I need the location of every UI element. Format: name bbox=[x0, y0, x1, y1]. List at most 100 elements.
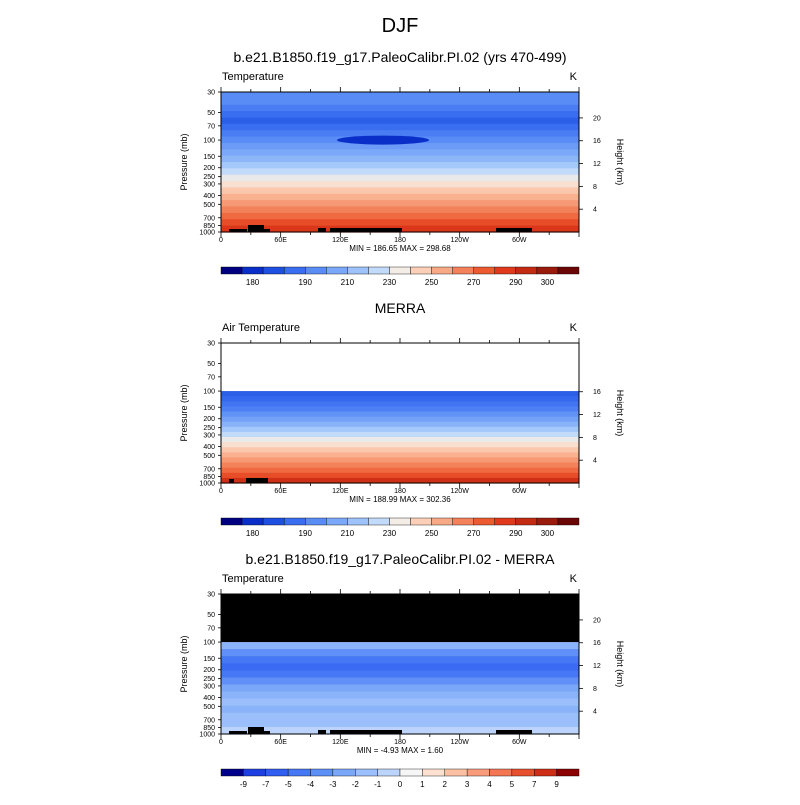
pressure-tick-label: 150 bbox=[203, 154, 215, 161]
longitude-tick-label: 120W bbox=[451, 739, 470, 746]
data-band bbox=[221, 149, 579, 157]
height-tick-label: 20 bbox=[593, 115, 601, 122]
colorbar: 180 190 210 230 250 270 290 300 bbox=[220, 266, 580, 287]
data-band bbox=[221, 705, 579, 714]
data-band bbox=[221, 117, 579, 125]
topography-block bbox=[248, 225, 264, 232]
colorbar-swatch bbox=[220, 266, 243, 275]
pressure-tick-label: 150 bbox=[203, 656, 215, 663]
data-band bbox=[221, 391, 579, 397]
data-band bbox=[221, 698, 579, 707]
longitude-tick-label: 60W bbox=[512, 237, 527, 244]
colorbar-label: 250 bbox=[425, 529, 439, 538]
pressure-tick-label: 300 bbox=[203, 683, 215, 690]
colorbar: 180 190 210 230 250 270 290 300 bbox=[220, 517, 580, 538]
colorbar-swatch bbox=[422, 768, 445, 777]
pressure-tick-label: 150 bbox=[203, 405, 215, 412]
topography-block bbox=[330, 730, 402, 734]
pressure-tick-label: 30 bbox=[207, 341, 215, 348]
units-label: K bbox=[570, 573, 578, 585]
topography-block bbox=[229, 229, 247, 232]
page-title: DJF bbox=[382, 15, 419, 37]
colorbar-swatch bbox=[347, 517, 369, 526]
colorbar-swatch bbox=[368, 266, 390, 275]
data-band bbox=[221, 168, 579, 176]
pressure-tick-label: 100 bbox=[203, 138, 215, 145]
height-tick-label: 8 bbox=[593, 686, 597, 693]
colorbar-label: 210 bbox=[341, 529, 355, 538]
data-band bbox=[221, 92, 579, 99]
longitude-tick-label: 120E bbox=[332, 488, 349, 495]
colorbar-swatch bbox=[377, 768, 401, 777]
height-axis: 4 8 12 16 20 bbox=[579, 617, 601, 716]
min-max-stats: MIN = 186.65 MAX = 298.68 bbox=[349, 244, 451, 253]
height-axis: 4 8 12 16 bbox=[579, 389, 601, 465]
colorbar-swatch bbox=[494, 517, 517, 526]
longitude-tick-label: 60E bbox=[274, 237, 287, 244]
pressure-tick-label: 400 bbox=[203, 444, 215, 451]
colorbar-swatch bbox=[431, 517, 453, 526]
longitude-tick-label: 0 bbox=[219, 237, 223, 244]
pressure-tick-label: 300 bbox=[203, 432, 215, 439]
height-tick-label: 8 bbox=[593, 435, 597, 442]
colorbar-swatch bbox=[536, 266, 559, 275]
colorbar-swatch bbox=[466, 768, 490, 777]
data-band bbox=[221, 123, 579, 131]
colorbar-swatch bbox=[241, 266, 264, 275]
pressure-tick-label: 1000 bbox=[199, 732, 215, 739]
pressure-tick-label: 30 bbox=[207, 592, 215, 599]
data-band bbox=[221, 467, 579, 474]
data-band bbox=[221, 442, 579, 448]
colorbar-label: 210 bbox=[341, 278, 355, 287]
colorbar-swatch bbox=[515, 517, 538, 526]
longitude-tick-label: 0 bbox=[219, 739, 223, 746]
colorbar-label: -7 bbox=[262, 780, 270, 789]
topography bbox=[229, 225, 532, 232]
topography-block bbox=[318, 730, 326, 734]
colorbar-swatch bbox=[287, 768, 311, 777]
colorbar-swatch bbox=[399, 768, 423, 777]
colorbar-swatch bbox=[310, 768, 334, 777]
data-band bbox=[221, 212, 579, 220]
data-band bbox=[221, 447, 579, 453]
height-tick-label: 16 bbox=[593, 640, 601, 647]
topography bbox=[229, 478, 268, 483]
data-band bbox=[221, 421, 579, 428]
colorbar-label: 230 bbox=[383, 529, 397, 538]
data-band bbox=[221, 649, 579, 657]
colorbar-swatch bbox=[355, 768, 378, 777]
pressure-tick-label: 100 bbox=[203, 389, 215, 396]
longitude-axis: 0 60E 120E 180 120W 60W bbox=[219, 338, 580, 495]
colorbar-label: 9 bbox=[554, 780, 559, 789]
colorbar-swatch bbox=[389, 517, 411, 526]
height-tick-label: 4 bbox=[593, 709, 597, 716]
colorbar-label: 0 bbox=[398, 780, 403, 789]
topography-block bbox=[330, 228, 402, 232]
pressure-tick-label: 50 bbox=[207, 110, 215, 117]
data-band bbox=[221, 174, 579, 182]
colorbar-swatch bbox=[389, 266, 411, 275]
colorbar-swatch bbox=[305, 266, 327, 275]
data-band bbox=[221, 426, 579, 433]
colorbar-label: -4 bbox=[307, 780, 315, 789]
longitude-tick-label: 120W bbox=[451, 237, 470, 244]
topography-block bbox=[264, 731, 270, 734]
longitude-tick-label: 180 bbox=[394, 237, 406, 244]
longitude-tick-label: 180 bbox=[394, 739, 406, 746]
colorbar-swatch bbox=[494, 266, 517, 275]
colorbar-label: 7 bbox=[532, 780, 537, 789]
colorbar-swatch bbox=[283, 517, 306, 526]
colorbar-swatch bbox=[556, 768, 580, 777]
data-band bbox=[221, 431, 579, 438]
pressure-tick-label: 200 bbox=[203, 667, 215, 674]
pressure-tick-label: 400 bbox=[203, 193, 215, 200]
colorbar-swatch bbox=[368, 517, 390, 526]
pressure-tick-label: 1000 bbox=[199, 481, 215, 488]
pressure-tick-label: 850 bbox=[203, 223, 215, 230]
data-band bbox=[221, 162, 579, 169]
colorbar-swatch bbox=[265, 768, 289, 777]
longitude-axis: 0 60E 120E 180 120W 60W bbox=[219, 87, 580, 244]
data-band bbox=[221, 656, 579, 664]
